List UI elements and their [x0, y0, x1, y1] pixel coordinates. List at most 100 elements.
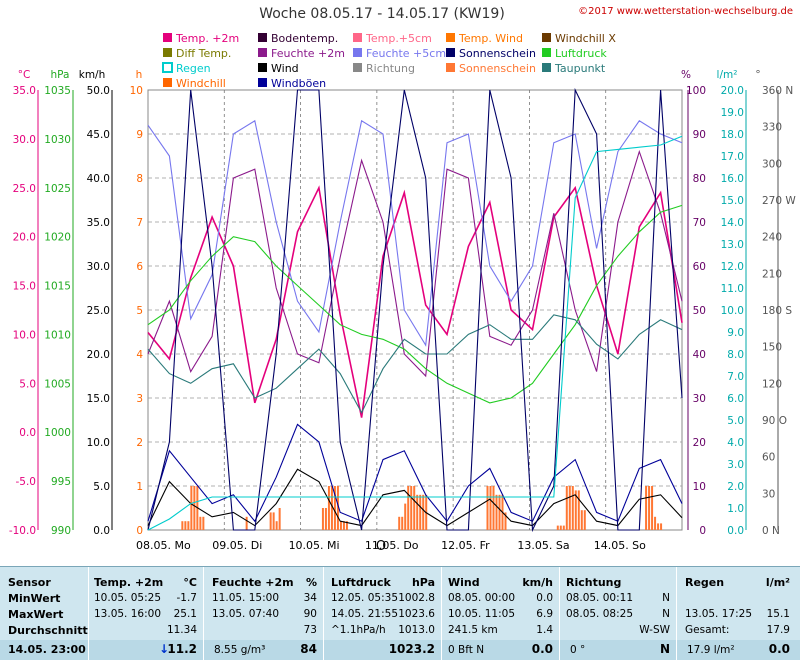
chart-legend: Temp. +2m Bodentemp. Temp.+5cm Temp. Wind Wi…: [162, 32, 616, 90]
rain-total-value: 17.9: [766, 624, 790, 636]
tick-label-sun_h: 6: [136, 261, 143, 273]
legend-label: Regen: [176, 62, 211, 75]
hum-max-time: 13.05. 07:40: [212, 608, 279, 620]
avg-label: Durchschnitt: [8, 624, 88, 637]
tick-label-direction_deg: 0 N: [762, 525, 780, 537]
tick-label-rain_lm2: 3.0: [727, 459, 744, 471]
x-tick-label: 10.05. Mi: [289, 539, 340, 552]
sunshine-bar: [324, 508, 327, 530]
sunshine-bar: [574, 490, 577, 530]
legend-swatch: [163, 78, 172, 87]
legend-swatch: [258, 63, 267, 72]
tick-label-temp_c: 10.0: [13, 329, 36, 341]
press-header: Luftdruck: [331, 576, 391, 589]
sunshine-bar: [498, 494, 501, 530]
wind-beaufort: 0 Bft N: [448, 644, 485, 656]
legend-swatch: [446, 63, 455, 72]
sunshine-bar: [327, 486, 330, 530]
legend-swatch: [163, 48, 172, 57]
tick-label-sun_h: 0: [136, 525, 143, 537]
tick-label-pressure_hpa: 1035: [44, 85, 71, 97]
sunshine-bar: [556, 525, 559, 530]
legend-label: Temp. Wind: [458, 32, 523, 45]
tick-label-wind_kmh: 50.0: [87, 85, 110, 97]
sunshine-bar: [565, 486, 568, 530]
press-max-time: 14.05. 21:55: [331, 608, 398, 620]
tick-label-humidity_pct: 20: [693, 437, 706, 449]
rain-unit: l/m²: [765, 576, 790, 589]
hum-min-value: 34: [303, 592, 317, 604]
tick-label-temp_c: 35.0: [13, 85, 36, 97]
sunshine-bar: [401, 516, 404, 530]
sunshine-bar: [648, 486, 651, 530]
dir-header: Richtung: [566, 576, 622, 589]
tick-label-wind_kmh: 45.0: [87, 129, 110, 141]
sunshine-bar: [272, 512, 275, 530]
sunshine-bar: [321, 508, 324, 530]
tick-label-humidity_pct: 90: [693, 129, 706, 141]
copyright-text: ©2017 www.wetterstation-wechselburg.de: [578, 6, 793, 17]
min-label: MinWert: [8, 592, 61, 605]
tick-label-humidity_pct: 30: [693, 393, 706, 405]
col-humidity: Feuchte +2m % 11.05. 15:00 34 13.05. 07:…: [204, 567, 323, 660]
sunshine-bar: [562, 525, 565, 530]
tick-label-humidity_pct: 80: [693, 173, 706, 185]
legend-label: Taupunkt: [554, 62, 606, 75]
sunshine-bar: [398, 516, 401, 530]
hum-min-time: 11.05. 15:00: [212, 592, 279, 604]
now-label: 14.05. 23:00: [8, 643, 86, 656]
dir-max-value: N: [662, 608, 670, 620]
tick-label-rain_lm2: 11.0: [721, 283, 744, 295]
sunshine-bar: [645, 486, 648, 530]
sunshine-bar: [568, 486, 571, 530]
sunshine-bar: [342, 521, 345, 530]
tick-label-rain_lm2: 2.0: [727, 481, 744, 493]
legend-label: Feuchte +5cm: [366, 47, 446, 60]
hum-unit: %: [305, 576, 317, 589]
sunshine-bar: [202, 516, 205, 530]
sunshine-bar: [181, 521, 184, 530]
series-line: [147, 135, 683, 531]
press-max-value: 1023.6: [398, 608, 435, 620]
tick-label-pressure_hpa: 1000: [44, 427, 71, 439]
sunshine-bar: [571, 486, 574, 530]
x-axis-labels: 08.05. Mo 09.05. Di 10.05. Mi 11.05. Do 12.0…: [136, 539, 646, 552]
col-temperature: Temp. +2m °C 10.05. 05:25 -1.7 13.05. 16…: [89, 567, 203, 660]
sunshine-bar: [660, 523, 663, 530]
sunshine-bar: [495, 494, 498, 530]
sunshine-bar: [336, 486, 339, 530]
sunshine-bar: [486, 486, 489, 530]
legend-swatch: [446, 48, 455, 57]
series-line: [147, 423, 683, 523]
statistics-table: Sensor MinWert MaxWert Durchschnitt 14.0…: [0, 566, 800, 660]
axes: °C35.030.025.020.015.010.05.00.0-5.0-10.…: [9, 69, 797, 537]
sensor-header: Sensor: [8, 576, 51, 589]
tick-label-temp_c: 15.0: [13, 281, 36, 293]
temp-unit: °C: [183, 576, 197, 589]
temp-trend-arrow: ↓: [158, 642, 169, 656]
tick-label-temp_c: 25.0: [13, 183, 36, 195]
tick-label-humidity_pct: 60: [693, 261, 706, 273]
hum-avg-value: 73: [303, 624, 317, 636]
legend-swatch: [446, 33, 455, 42]
tick-label-direction_deg: 60: [762, 452, 775, 464]
dir-current-value: N: [659, 642, 670, 656]
legend-label: Temp.+5cm: [365, 32, 432, 45]
tick-label-sun_h: 5: [136, 305, 143, 317]
tick-label-humidity_pct: 50: [693, 305, 706, 317]
wind-current-value: 0.0: [531, 642, 553, 656]
temp-min-time: 10.05. 05:25: [94, 592, 161, 604]
sunshine-bar: [269, 512, 272, 530]
press-unit: hPa: [411, 576, 435, 589]
wind-header: Wind: [448, 576, 480, 589]
legend-swatch: [542, 63, 551, 72]
tick-label-rain_lm2: 20.0: [721, 85, 744, 97]
dir-min-value: N: [662, 592, 670, 604]
tick-label-rain_lm2: 16.0: [721, 173, 744, 185]
wind-max-time: 10.05. 11:05: [448, 608, 515, 620]
col-wind: Wind km/h 08.05. 00:00 0.0 10.05. 11:05 …: [442, 567, 559, 660]
weather-chart: Woche 08.05.17 - 14.05.17 (KW19) ©2017 w…: [8, 6, 797, 554]
tick-label-direction_deg: 330: [762, 122, 782, 134]
legend-label: Windchill: [176, 77, 226, 90]
tick-label-direction_deg: 180 S: [762, 305, 792, 317]
